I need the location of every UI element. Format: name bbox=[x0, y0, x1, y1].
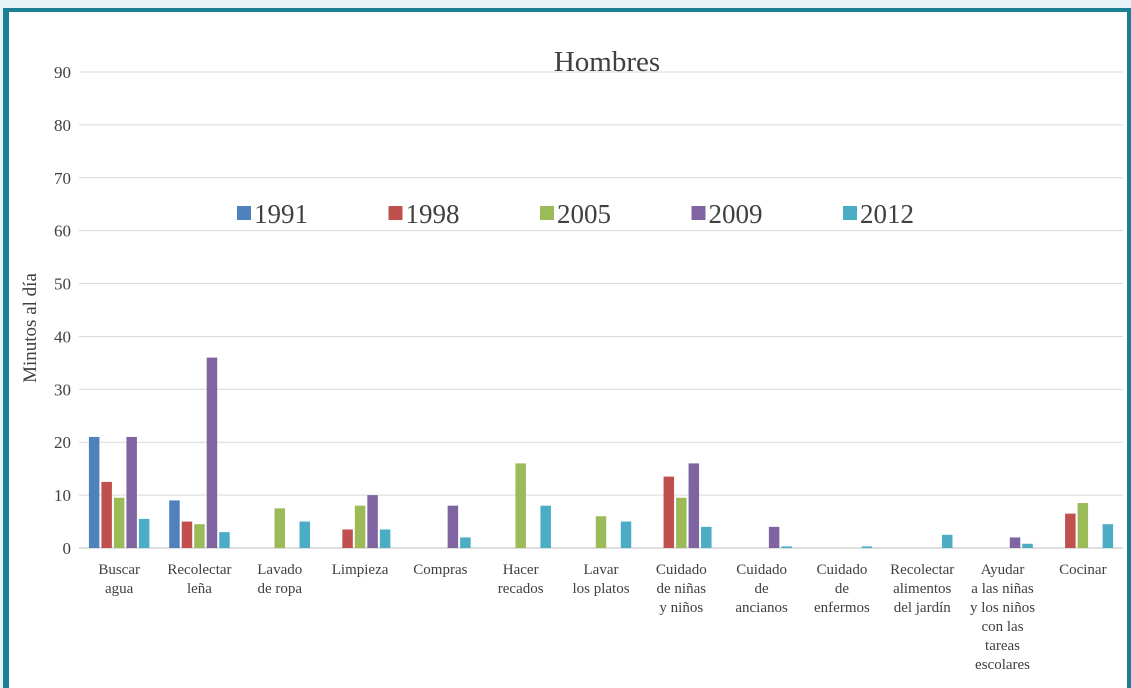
bar-2012-9 bbox=[781, 546, 792, 548]
bar-2005-3 bbox=[274, 508, 286, 548]
legend-swatch-1991 bbox=[237, 206, 251, 220]
gridlines bbox=[79, 71, 1123, 549]
bar-2009-9 bbox=[768, 526, 780, 548]
legend: 1991 1998 2005 2009 2012 bbox=[237, 199, 914, 229]
chart-svg: 0 10 20 30 40 50 60 70 80 90 Buscar agua Recolectar… bbox=[20, 46, 1123, 673]
category-label: Ayudar a las niñas y los niños con las tarea… bbox=[970, 562, 1035, 673]
bar-2005-6 bbox=[515, 463, 526, 548]
category-label: Recolectar leña bbox=[167, 562, 231, 597]
category-label: Cocinar bbox=[1059, 562, 1106, 578]
y-tick-label: 30 bbox=[54, 380, 71, 399]
bar-2009-12 bbox=[1009, 537, 1021, 548]
y-tick-label: 90 bbox=[54, 63, 71, 82]
category-labels: Buscar agua Recolectar leña Lavado de ropa Lim… bbox=[98, 562, 1106, 673]
bar-2012-13 bbox=[1102, 524, 1114, 548]
legend-swatch-1998 bbox=[388, 206, 403, 220]
y-tick-label: 20 bbox=[54, 433, 71, 452]
bar-2009-2 bbox=[206, 357, 218, 548]
bar-2009-5 bbox=[447, 505, 459, 548]
category-label: Recolectar alimentos del jardín bbox=[890, 562, 954, 616]
y-tick-label: 50 bbox=[54, 275, 71, 294]
bar-2012-12 bbox=[1022, 543, 1033, 548]
chart-title: Hombres bbox=[554, 46, 660, 78]
legend-swatch-2009 bbox=[691, 206, 706, 220]
bar-2009-1 bbox=[126, 436, 137, 548]
legend-label-1991: 1991 bbox=[254, 199, 308, 229]
category-label: Lavar los platos bbox=[572, 562, 629, 597]
bar-1998-2 bbox=[181, 521, 193, 548]
bar-2012-5 bbox=[460, 537, 471, 548]
bar-2012-4 bbox=[379, 529, 391, 548]
category-label: Cuidado de ancianos bbox=[735, 562, 788, 616]
bar-2012-1 bbox=[138, 518, 150, 548]
y-tick-label: 60 bbox=[54, 222, 71, 241]
bar-2012-2 bbox=[219, 532, 230, 548]
y-tick-labels: 0 10 20 30 40 50 60 70 80 90 bbox=[54, 63, 71, 558]
legend-label-2009: 2009 bbox=[709, 199, 763, 229]
bar-1998-4 bbox=[342, 529, 353, 548]
bar-2012-6 bbox=[540, 505, 551, 548]
bars bbox=[88, 357, 1114, 548]
bar-1998-13 bbox=[1065, 513, 1076, 548]
y-axis-title: Minutos al día bbox=[20, 273, 41, 383]
legend-label-1998: 1998 bbox=[406, 199, 460, 229]
category-label: Cuidado de niñas y niños bbox=[656, 562, 707, 616]
y-tick-label: 70 bbox=[54, 169, 71, 188]
category-label: Limpieza bbox=[332, 562, 389, 578]
bar-2009-4 bbox=[367, 495, 378, 548]
bar-2012-8 bbox=[701, 526, 712, 548]
bar-2005-8 bbox=[676, 497, 687, 548]
bar-2005-1 bbox=[113, 497, 125, 548]
y-tick-label: 80 bbox=[54, 116, 71, 135]
y-tick-label: 10 bbox=[54, 486, 71, 505]
category-label: Hacer recados bbox=[498, 562, 544, 597]
bar-1991-2 bbox=[169, 500, 180, 548]
bar-2012-10 bbox=[861, 546, 873, 548]
bar-2005-4 bbox=[354, 505, 366, 548]
chart-frame: 0 10 20 30 40 50 60 70 80 90 Buscar agua Recolectar… bbox=[3, 8, 1131, 688]
bar-2005-7 bbox=[595, 516, 607, 548]
bar-2012-11 bbox=[941, 534, 953, 548]
bar-2005-2 bbox=[194, 524, 205, 548]
category-label: Cuidado de enfermos bbox=[814, 562, 870, 616]
y-tick-label: 0 bbox=[63, 539, 72, 558]
legend-swatch-2005 bbox=[540, 206, 554, 220]
y-tick-label: 40 bbox=[54, 327, 71, 346]
bar-2012-7 bbox=[620, 521, 632, 548]
legend-label-2012: 2012 bbox=[860, 199, 914, 229]
bar-1991-1 bbox=[88, 436, 100, 548]
category-label: Compras bbox=[413, 562, 467, 578]
legend-swatch-2012 bbox=[843, 206, 857, 220]
bar-2012-3 bbox=[299, 521, 311, 548]
bar-1998-8 bbox=[663, 476, 675, 548]
bar-2005-13 bbox=[1077, 503, 1089, 548]
category-label: Lavado de ropa bbox=[257, 562, 302, 597]
legend-label-2005: 2005 bbox=[557, 199, 611, 229]
bar-2009-8 bbox=[688, 463, 700, 548]
category-label: Buscar agua bbox=[98, 562, 140, 597]
bar-1998-1 bbox=[101, 481, 112, 548]
